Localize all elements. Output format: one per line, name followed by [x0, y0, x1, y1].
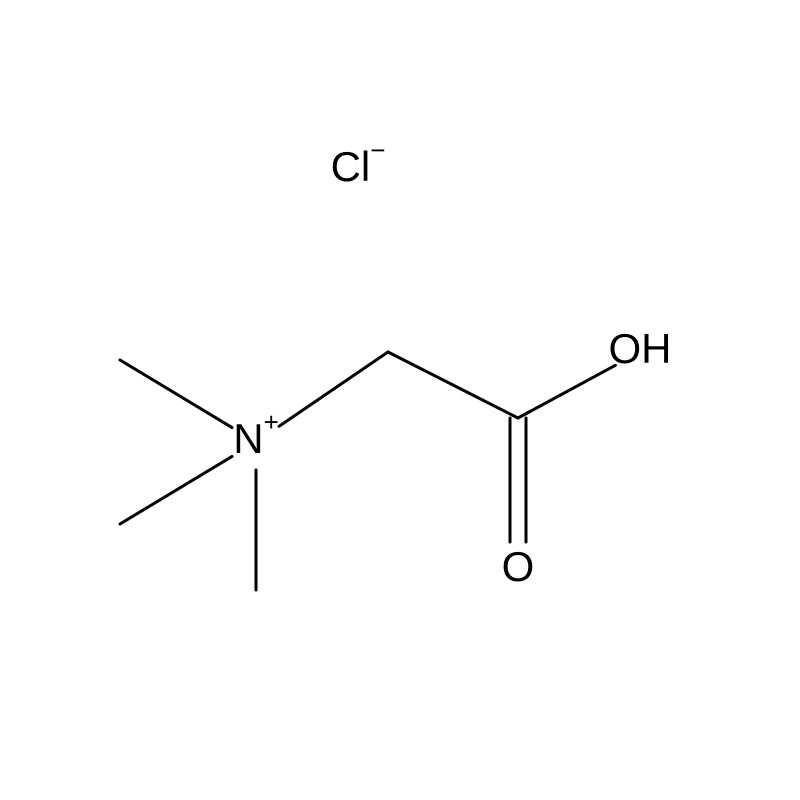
bond [388, 352, 518, 418]
atom-n-plus: N+ [233, 407, 279, 462]
bond [120, 456, 232, 524]
bond [279, 352, 388, 426]
bond [120, 360, 232, 428]
counterion-cl-minus: Cl− [331, 135, 386, 190]
bond [518, 365, 615, 418]
atom-o: O [502, 543, 535, 590]
atom-oh: OH [609, 325, 672, 372]
chemical-structure-diagram: N+ OH O Cl− [0, 0, 800, 800]
